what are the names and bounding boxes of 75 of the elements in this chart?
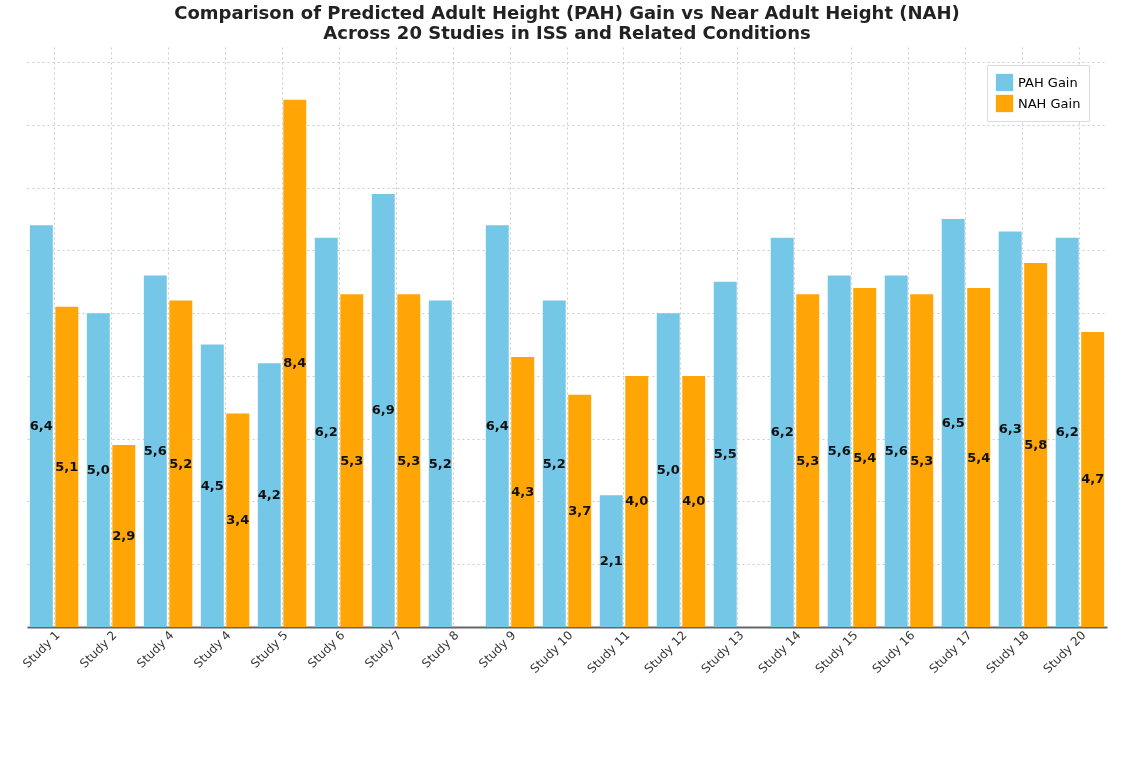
bar — [511, 357, 535, 627]
bar — [29, 225, 53, 627]
data-label: 6,2 — [1055, 424, 1079, 440]
data-label: 2,9 — [112, 527, 136, 543]
data-label: 4,5 — [200, 477, 224, 493]
data-label: 5,3 — [796, 452, 820, 468]
data-label: 5,3 — [340, 452, 364, 468]
bar — [226, 413, 250, 627]
data-label: 5,0 — [656, 462, 680, 478]
data-label: 5,3 — [910, 452, 934, 468]
bar — [340, 294, 364, 627]
data-label: 5,6 — [884, 443, 908, 459]
data-label: 5,3 — [397, 452, 421, 468]
bar — [283, 99, 307, 627]
bar — [998, 231, 1022, 627]
data-label: 6,2 — [770, 424, 794, 440]
bar — [827, 275, 851, 627]
data-label: 5,6 — [827, 443, 851, 459]
data-label: 4,3 — [511, 484, 535, 500]
data-label: 4,2 — [257, 487, 281, 503]
data-label: 2,1 — [599, 553, 623, 569]
data-label: 5,1 — [55, 458, 79, 474]
data-label: 6,9 — [371, 402, 395, 418]
bar — [599, 495, 623, 627]
bar — [257, 363, 281, 627]
data-label: 5,2 — [542, 455, 566, 471]
chart-title: Comparison of Predicted Adult Height (PAH) Gain vs Near Adult Height (NAH) Across 20 Studies in ISS and Related Conditions — [174, 2, 960, 43]
bar — [428, 300, 452, 627]
bar — [941, 218, 965, 627]
bar — [967, 288, 991, 627]
bar — [770, 237, 794, 627]
bar — [143, 275, 167, 627]
bar — [884, 275, 908, 627]
data-label: 3,4 — [226, 512, 250, 528]
bar — [656, 313, 680, 627]
data-label: 4,0 — [625, 493, 649, 509]
data-label: 6,4 — [485, 418, 509, 434]
bar — [371, 193, 395, 627]
bar — [1055, 237, 1079, 627]
bar — [314, 237, 338, 627]
data-label: 6,2 — [314, 424, 338, 440]
bar — [112, 444, 136, 627]
data-label: 4,7 — [1081, 471, 1105, 487]
bar — [713, 281, 737, 627]
bar — [1024, 262, 1048, 627]
data-label: 8,4 — [283, 355, 307, 371]
bar — [55, 306, 79, 627]
data-label: 6,4 — [29, 418, 53, 434]
data-label: 5,4 — [967, 449, 991, 465]
bar — [542, 300, 566, 627]
data-label: 5,0 — [86, 462, 110, 478]
bar — [682, 375, 706, 627]
bar — [853, 288, 877, 627]
bar — [625, 375, 649, 627]
data-label: 3,7 — [568, 502, 592, 518]
data-label: 5,5 — [713, 446, 737, 462]
bar — [1081, 331, 1105, 627]
bar — [796, 294, 820, 627]
data-label: 5,2 — [169, 455, 193, 471]
data-label: 6,3 — [998, 421, 1022, 437]
data-label: 5,4 — [853, 449, 877, 465]
data-label: 6,5 — [941, 415, 965, 430]
bar — [485, 225, 509, 627]
data-label: 5,2 — [428, 455, 452, 471]
bar — [86, 313, 110, 627]
bar — [910, 294, 934, 627]
data-label: 5,6 — [143, 443, 167, 459]
bar — [169, 300, 193, 627]
legend-label: PAH Gain — [1018, 74, 1078, 90]
bar — [397, 294, 421, 627]
data-label: 4,0 — [682, 493, 706, 509]
legend-label: NAH Gain — [1018, 95, 1081, 111]
bar — [568, 394, 592, 627]
bar — [200, 344, 224, 627]
data-label: 5,8 — [1024, 436, 1048, 452]
